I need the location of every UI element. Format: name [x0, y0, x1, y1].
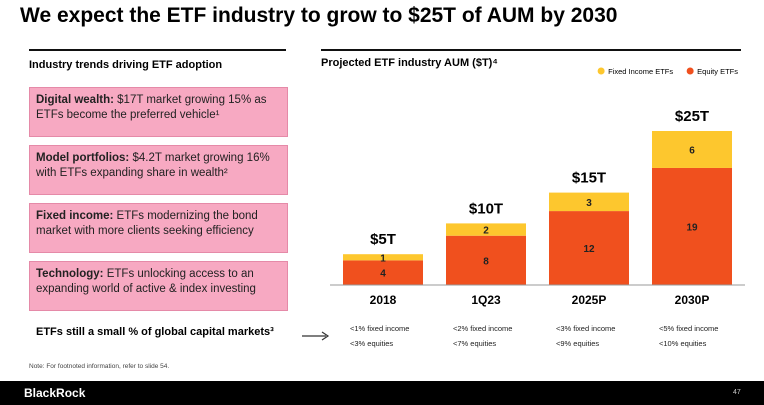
segment-label: 8 — [483, 256, 489, 267]
segment-label: 2 — [483, 226, 489, 237]
segment-label: 4 — [380, 269, 386, 280]
segment-label: 1 — [380, 253, 386, 264]
trend-title: Model portfolios: — [36, 152, 130, 164]
bar-segment — [343, 254, 423, 261]
capital-markets-value: <10% equities — [659, 339, 707, 348]
x-tick-label: 1Q23 — [471, 293, 501, 307]
note: Note: For footnoted information, refer t… — [29, 363, 170, 370]
bar-segment — [652, 131, 732, 168]
bar-segment — [343, 260, 423, 285]
trend-title: Technology: — [36, 268, 104, 280]
capital-markets-value: <9% equities — [556, 339, 599, 348]
segment-label: 12 — [583, 244, 595, 255]
left-heading: Industry trends driving ETF adoption — [29, 59, 223, 71]
bar-segment — [446, 223, 526, 236]
capital-markets-value: <2% fixed income — [453, 324, 512, 333]
capital-markets-value: <7% equities — [453, 339, 496, 348]
brand: BlackRock — [24, 386, 86, 400]
x-tick-label: 2018 — [370, 293, 397, 307]
bar-segment — [652, 167, 732, 285]
segment-label: 19 — [686, 222, 698, 233]
trend-box: Fixed income: ETFs modernizing the bond … — [29, 203, 288, 253]
trend-title: Fixed income: — [36, 210, 114, 222]
x-tick-label: 2025P — [572, 293, 607, 307]
trend-text: $4.2T market growing 16% with ETFs expan… — [36, 152, 270, 179]
capital-markets-value: <5% fixed income — [659, 324, 718, 333]
trend-box: Technology: ETFs unlocking access to an … — [29, 261, 288, 311]
capital-markets-label: ETFs still a small % of global capital m… — [36, 326, 274, 338]
legend-swatch — [686, 67, 694, 75]
trend-box: Digital wealth: $17T market growing 15% … — [29, 87, 288, 137]
capital-markets-value: <1% fixed income — [350, 324, 409, 333]
trend-text: ETFs modernizing the bond market with mo… — [36, 210, 258, 237]
total-label: $25T — [675, 108, 709, 125]
trend-text: $17T market growing 15% as ETFs become t… — [36, 94, 267, 121]
slide-title: We expect the ETF industry to grow to $2… — [20, 4, 618, 27]
chart: Projected ETF industry AUM ($T)⁴ 4 1 $5T 20… — [321, 57, 745, 348]
total-label: $5T — [370, 231, 396, 248]
trend-text: ETFs unlocking access to an expanding wo… — [36, 268, 256, 295]
total-label: $15T — [572, 170, 606, 187]
x-tick-label: 2030P — [675, 293, 710, 307]
segment-label: 6 — [689, 145, 695, 156]
legend-label: Fixed Income ETFs — [608, 67, 673, 76]
capital-markets-value: <3% equities — [350, 339, 393, 348]
footer: BlackRock 47 — [0, 381, 764, 405]
total-label: $10T — [469, 200, 503, 217]
bar-segment — [549, 192, 629, 212]
bar-segment — [549, 211, 629, 285]
trend-box: Model portfolios: $4.2T market growing 1… — [29, 145, 288, 195]
bar-segment — [446, 235, 526, 285]
legend-label: Equity ETFs — [697, 67, 738, 76]
trend-title: Digital wealth: — [36, 94, 114, 106]
rule — [29, 49, 286, 51]
chart-title: Projected ETF industry AUM ($T)⁴ — [321, 57, 498, 69]
segment-label: 3 — [586, 198, 592, 209]
arrow — [302, 331, 330, 341]
legend-swatch — [597, 67, 605, 75]
page-number: 47 — [733, 389, 741, 396]
capital-markets-value: <3% fixed income — [556, 324, 615, 333]
rule — [321, 49, 741, 51]
